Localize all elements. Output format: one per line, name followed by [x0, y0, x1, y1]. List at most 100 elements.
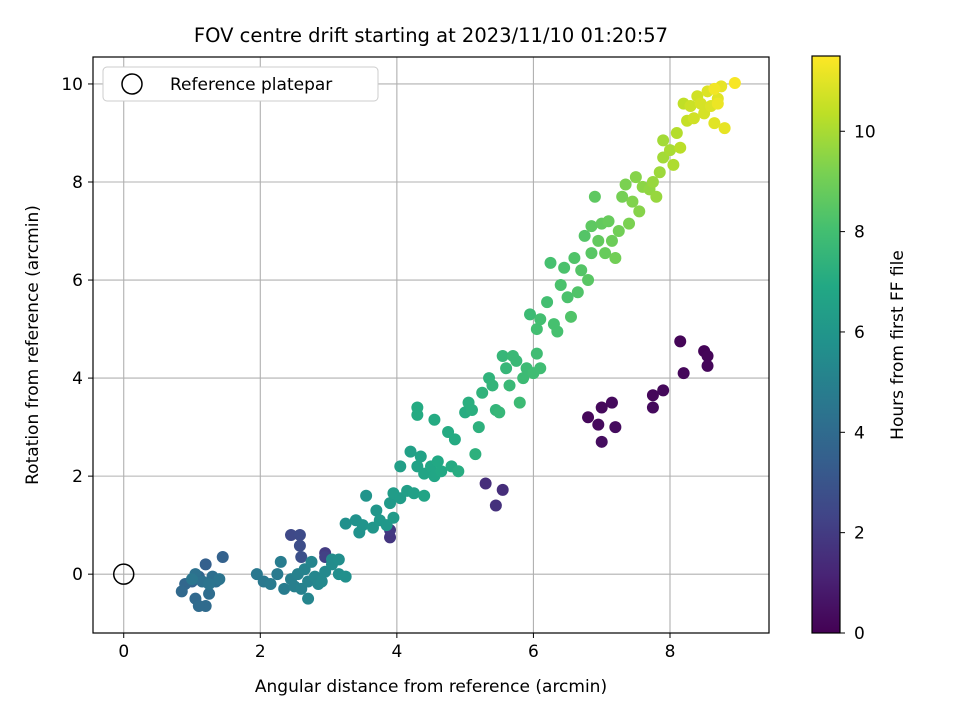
scatter-point: [486, 379, 499, 392]
scatter-point: [571, 286, 584, 299]
x-tick-label: 4: [391, 642, 402, 662]
scatter-point: [650, 190, 663, 203]
scatter-point: [500, 362, 513, 375]
scatter-point: [663, 144, 676, 157]
scatter-point: [605, 234, 618, 247]
scatter-point: [568, 251, 581, 264]
scatter-point: [646, 176, 659, 189]
scatter-point: [517, 372, 530, 385]
scatter-point: [677, 367, 690, 380]
scatter-point: [718, 122, 731, 135]
scatter-point: [605, 396, 618, 409]
scatter-point: [428, 413, 441, 426]
scatter-point: [558, 261, 571, 274]
scatter-point: [332, 553, 345, 566]
y-axis-label: Rotation from reference (arcmin): [23, 205, 43, 485]
scatter-point: [609, 421, 622, 434]
scatter-point: [295, 551, 308, 564]
scatter-point: [541, 296, 554, 309]
scatter-point: [360, 489, 373, 502]
scatter-point: [674, 141, 687, 154]
x-axis-label: Angular distance from reference (arcmin): [255, 677, 607, 697]
y-tick-label: 0: [72, 565, 83, 585]
scatter-point: [711, 97, 724, 110]
plot-area: 0 2 4 6 8 0 2 4 6 8 10: [61, 56, 770, 662]
scatter-point: [394, 460, 407, 473]
scatter-point: [582, 411, 595, 424]
legend-entry-reference-platepar: Reference platepar: [170, 75, 332, 95]
scatter-point: [633, 205, 646, 218]
scatter-point: [578, 229, 591, 242]
legend-marker-circle: [121, 73, 143, 95]
scatter-point: [657, 384, 670, 397]
scatter-point: [435, 465, 448, 478]
scatter-point: [407, 487, 420, 500]
scatter-point: [575, 264, 588, 277]
chart-title: FOV centre drift starting at 2023/11/10 …: [194, 24, 668, 47]
scatter-point: [585, 220, 598, 233]
scatter-point: [530, 323, 543, 336]
scatter-point: [264, 577, 277, 590]
scatter-point: [616, 190, 629, 203]
plot-background: [93, 57, 769, 633]
scatter-point: [602, 215, 615, 228]
colorbar-tick-label: 10: [854, 122, 876, 142]
scatter-point: [476, 386, 489, 399]
scatter-point: [653, 166, 666, 179]
scatter-point: [674, 335, 687, 348]
scatter-point: [670, 126, 683, 139]
scatter-point: [213, 573, 226, 586]
scatter-point: [646, 389, 659, 402]
scatter-point: [414, 450, 427, 463]
scatter-point: [452, 465, 465, 478]
plot-frame: [92, 56, 770, 634]
x-axis-ticks: 0 2 4 6 8: [118, 633, 675, 662]
x-tick-label: 6: [528, 642, 539, 662]
scatter-point: [448, 433, 461, 446]
colorbar-tick-label: 0: [854, 624, 865, 644]
scatter-point: [503, 379, 516, 392]
scatter-point: [274, 555, 287, 568]
scatter-point: [199, 558, 212, 571]
scatter-point: [646, 401, 659, 414]
reference-platepar-marker: [112, 563, 135, 585]
scatter-point: [418, 489, 431, 502]
scatter-point: [192, 600, 205, 613]
scatter-point: [271, 568, 284, 581]
scatter-point: [629, 171, 642, 184]
x-tick-label: 0: [118, 642, 129, 662]
scatter-point: [667, 158, 680, 171]
scatter-point: [339, 517, 352, 530]
scatter-point: [186, 573, 199, 586]
colorbar-tick-label: 8: [854, 223, 865, 243]
scatter-point: [293, 539, 306, 552]
colorbar-tick-label: 4: [854, 423, 865, 443]
scatter-point: [592, 418, 605, 431]
scatter-point: [203, 587, 216, 600]
scatter-point: [411, 401, 424, 414]
x-tick-label: 2: [255, 642, 266, 662]
y-tick-label: 8: [72, 173, 83, 193]
scatter-point: [534, 362, 547, 375]
scatter-point: [626, 195, 639, 208]
scatter-point: [657, 134, 670, 147]
scatter-point: [293, 528, 306, 541]
x-tick-label: 8: [665, 642, 676, 662]
scatter-point: [595, 435, 608, 448]
colorbar-tick-label: 2: [854, 524, 865, 544]
scatter-point: [728, 76, 741, 89]
scatter-point: [595, 401, 608, 414]
legend-box: [102, 66, 379, 102]
scatter-point: [530, 347, 543, 360]
scatter-point: [524, 308, 537, 321]
scatter-point: [592, 234, 605, 247]
colorbar-ticks: 0 2 4 6 8 10: [840, 122, 876, 644]
scatter-point: [619, 178, 632, 191]
scatter-point: [701, 359, 714, 372]
y-axis-ticks: 0 2 4 6 8 10: [61, 75, 93, 585]
scatter-point: [701, 350, 714, 363]
scatter-point: [469, 448, 482, 461]
colorbar-label: Hours from first FF file: [888, 250, 908, 440]
scatter-point: [472, 421, 485, 434]
scatter-point: [513, 396, 526, 409]
